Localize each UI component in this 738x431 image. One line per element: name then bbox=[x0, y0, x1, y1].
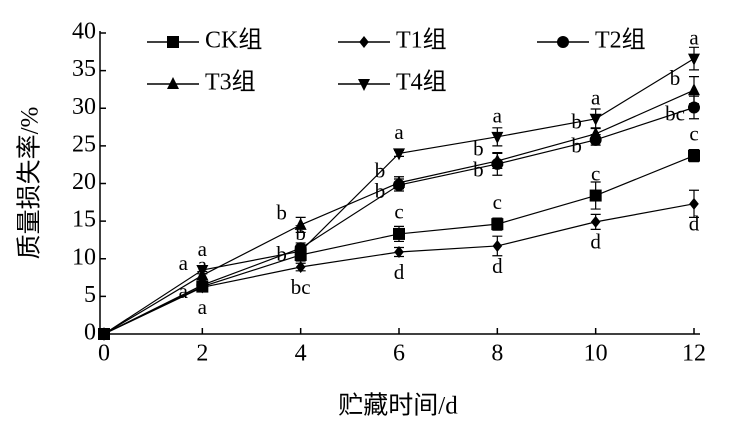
point bbox=[689, 197, 699, 210]
point bbox=[589, 113, 602, 126]
x-tick-label: 6 bbox=[393, 341, 405, 367]
significance-label: d bbox=[394, 260, 405, 284]
x-tick-label: 0 bbox=[98, 341, 110, 367]
point bbox=[196, 279, 209, 292]
significance-label: b bbox=[571, 134, 582, 158]
point bbox=[196, 265, 209, 278]
point bbox=[294, 246, 307, 259]
point bbox=[294, 217, 307, 230]
significance-label: d bbox=[590, 230, 601, 254]
y-tick-label: 15 bbox=[72, 207, 96, 233]
significance-label: c bbox=[493, 190, 502, 214]
legend-marker bbox=[167, 36, 179, 48]
significance-label: c bbox=[394, 200, 403, 224]
point bbox=[491, 153, 504, 166]
y-tick-label: 0 bbox=[84, 320, 96, 346]
point bbox=[688, 101, 700, 114]
significance-label: bc bbox=[665, 101, 685, 125]
significance-label: a bbox=[198, 252, 208, 276]
significance-label: b bbox=[473, 158, 484, 182]
x-tick-label: 10 bbox=[584, 341, 608, 367]
point bbox=[491, 218, 504, 231]
point bbox=[393, 227, 405, 240]
legend-label: T1组 bbox=[396, 27, 447, 54]
significance-label: c bbox=[591, 161, 600, 185]
y-tick-label: 20 bbox=[72, 169, 96, 195]
y-tick-label: 25 bbox=[72, 131, 96, 157]
y-axis-label: 质量损失率/% bbox=[16, 107, 44, 260]
significance-label: b bbox=[473, 137, 484, 161]
significance-label: d bbox=[689, 212, 700, 236]
significance-label: a bbox=[689, 25, 699, 49]
significance-label: a bbox=[179, 279, 189, 303]
y-tick-label: 10 bbox=[72, 244, 96, 270]
point bbox=[688, 53, 700, 66]
point bbox=[589, 189, 602, 202]
legend-marker bbox=[167, 77, 179, 89]
series-line bbox=[103, 58, 695, 335]
legend-label: T2组 bbox=[595, 27, 646, 54]
significance-label: b bbox=[276, 201, 287, 225]
point bbox=[589, 126, 602, 139]
point bbox=[393, 175, 405, 188]
significance-label: b bbox=[571, 110, 582, 134]
significance-label: a bbox=[198, 295, 208, 319]
point bbox=[394, 245, 404, 258]
x-tick-label: 2 bbox=[196, 341, 208, 367]
significance-label: a bbox=[591, 86, 601, 110]
legend-marker bbox=[557, 36, 569, 48]
point bbox=[590, 215, 601, 228]
significance-label: b bbox=[670, 66, 681, 90]
x-tick-label: 12 bbox=[682, 341, 706, 367]
significance-label: a bbox=[394, 120, 404, 144]
point bbox=[98, 329, 110, 341]
y-tick-label: 5 bbox=[84, 282, 96, 308]
point bbox=[688, 149, 700, 162]
legend-marker bbox=[359, 36, 369, 48]
x-tick-label: 8 bbox=[491, 341, 503, 367]
significance-label: b bbox=[375, 159, 386, 183]
legend-marker bbox=[358, 79, 370, 91]
legend-label: T4组 bbox=[396, 69, 447, 96]
significance-label: a bbox=[493, 104, 503, 128]
x-axis-label: 贮藏时间/d bbox=[338, 392, 458, 420]
significance-label: c bbox=[689, 121, 698, 145]
legend-label: CK组 bbox=[205, 27, 262, 54]
point bbox=[295, 261, 306, 274]
point bbox=[491, 131, 504, 144]
legend-label: T3组 bbox=[205, 69, 256, 96]
x-tick-label: 4 bbox=[295, 341, 307, 367]
significance-label: a bbox=[198, 237, 208, 261]
point bbox=[393, 148, 405, 161]
y-tick-label: 30 bbox=[72, 94, 96, 120]
significance-label: bc bbox=[291, 275, 311, 299]
significance-label: d bbox=[492, 254, 503, 278]
y-tick-label: 40 bbox=[72, 19, 96, 45]
significance-label: a bbox=[179, 251, 189, 275]
significance-label: b bbox=[276, 242, 287, 266]
point bbox=[492, 239, 503, 252]
y-tick-label: 35 bbox=[72, 56, 96, 82]
point bbox=[688, 83, 700, 96]
